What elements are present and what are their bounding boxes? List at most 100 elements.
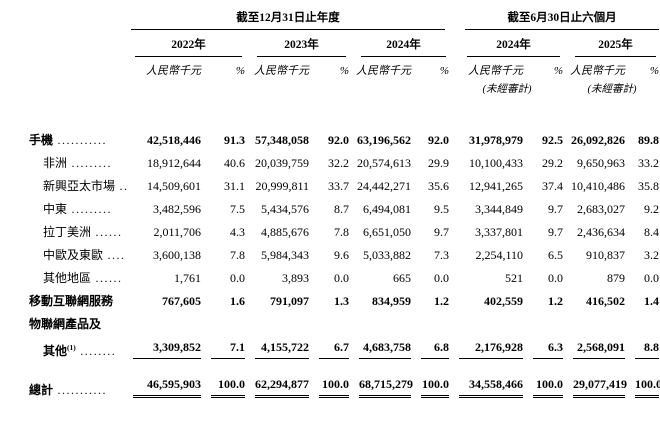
year-col-3: 2024年 <box>450 31 564 57</box>
cell-percent: 31.1 <box>202 175 246 198</box>
cell-percent: 9.7 <box>412 221 450 244</box>
period-group-title: 截至6月30日止六個月 <box>465 11 659 31</box>
cell-percent <box>524 313 564 336</box>
cell-percent: 7.3 <box>412 244 450 267</box>
cell-value: 0.0 <box>230 270 245 285</box>
unit-label-0: 人民幣千元 <box>146 64 201 77</box>
cell-amount: 68,715,279 <box>350 373 413 402</box>
cell-amount: 6,494,081 <box>350 198 412 221</box>
cell-amount: 24,442,271 <box>350 175 412 198</box>
cell-amount: 4,683,758 <box>350 336 412 363</box>
cell-percent: 89.8 <box>626 129 660 152</box>
cell-value: 9.7 <box>548 224 563 239</box>
table-row: 手機 ........... 42,518,446 91.3 57,348,058 92… <box>28 129 660 152</box>
cell-amount: 18,912,644 <box>124 152 202 175</box>
cell-percent: 9.7 <box>524 221 564 244</box>
cell-value: 31.1 <box>224 178 245 193</box>
cell-value: 91.3 <box>224 132 245 147</box>
cell-value: 92.0 <box>428 132 449 147</box>
dot-leader: ........ <box>75 343 117 358</box>
cell-value: 7.3 <box>434 247 449 262</box>
unit-label-3: 人民幣千元 <box>468 64 523 77</box>
row-label-text: 總計 <box>29 382 54 397</box>
cell-percent: 7.8 <box>310 221 350 244</box>
dot-leader: ...... <box>91 270 123 285</box>
cell-percent: 8.8 <box>626 336 660 363</box>
cell-amount: 46,595,903 <box>124 373 202 402</box>
cell-value: 6.5 <box>548 247 563 262</box>
cell-value: 20,574,613 <box>357 155 411 170</box>
cell-value: 1.2 <box>548 293 563 308</box>
cell-amount: 2,254,110 <box>450 244 524 267</box>
table-row: 其他地區 ...... 1,761 0.0 3,893 0.0 665 0.0 521 0.0 8… <box>28 267 660 290</box>
cell-amount: 665 <box>350 267 412 290</box>
table-row: 其他(1) ........ 3,309,852 7.1 4,155,722 6.7 4,… <box>28 336 660 363</box>
dot-leader: .. <box>115 178 129 193</box>
table-row: 總計 ........... 46,595,903 100.0 62,294,877 1… <box>28 373 660 402</box>
cell-value: 0.0 <box>644 270 659 285</box>
cell-value: 767,605 <box>162 293 201 308</box>
cell-value: 910,837 <box>586 247 625 262</box>
dot-leader: ......... <box>67 155 113 170</box>
cell-value: 9,650,963 <box>577 155 625 170</box>
cell-amount <box>124 313 202 336</box>
cell-amount: 3,482,596 <box>124 198 202 221</box>
cell-percent: 100.0 <box>626 373 660 402</box>
cell-percent: 29.9 <box>412 152 450 175</box>
row-label: 其他地區 ...... <box>28 267 124 290</box>
cell-value: 32.2 <box>328 155 349 170</box>
cell-percent: 33.7 <box>310 175 350 198</box>
cell-value: 29.2 <box>542 155 563 170</box>
cell-value: 3,893 <box>282 270 309 285</box>
cell-value: 6.7 <box>319 340 349 359</box>
cell-value: 1.4 <box>644 293 659 308</box>
cell-value: 6.3 <box>533 340 563 359</box>
row-label: 非洲 ......... <box>28 152 124 175</box>
cell-value: 2,568,091 <box>573 340 625 359</box>
cell-amount: 5,984,343 <box>246 244 310 267</box>
cell-value: 3,482,596 <box>153 201 201 216</box>
period-group-title: 截至12月31日止年度 <box>131 11 445 31</box>
cell-value: 89.8 <box>638 132 659 147</box>
cell-percent: 8.7 <box>310 198 350 221</box>
table-row: 物聯網產品及 <box>28 313 660 336</box>
cell-percent: 6.8 <box>412 336 450 363</box>
cell-percent: 100.0 <box>310 373 350 402</box>
cell-value: 2,011,706 <box>153 224 201 239</box>
table-row: 中歐及東歐 .... 3,600,138 7.8 5,984,343 9.6 5,033,… <box>28 244 660 267</box>
percent-label-1: % <box>339 64 349 77</box>
cell-amount: 3,309,852 <box>124 336 202 363</box>
cell-amount: 12,941,265 <box>450 175 524 198</box>
cell-value: 0.0 <box>434 270 449 285</box>
dot-leader: ......... <box>67 201 113 216</box>
cell-value: 63,196,562 <box>357 132 411 147</box>
cell-percent: 33.2 <box>626 152 660 175</box>
cell-percent: 35.8 <box>626 175 660 198</box>
cell-amount: 14,509,601 <box>124 175 202 198</box>
table-header: 截至12月31日止年度 截至6月30日止六個月 2022年 2023年 2024年 202… <box>28 10 660 97</box>
cell-value: 29.9 <box>428 155 449 170</box>
cell-amount: 1,761 <box>124 267 202 290</box>
cell-amount: 57,348,058 <box>246 129 310 152</box>
cell-amount: 3,344,849 <box>450 198 524 221</box>
year-col-4: 2025年 <box>564 31 660 57</box>
cell-percent: 9.2 <box>626 198 660 221</box>
cell-value: 100.0 <box>421 377 449 398</box>
cell-percent: 0.0 <box>524 267 564 290</box>
revenue-breakdown-table: 截至12月31日止年度 截至6月30日止六個月 2022年 2023年 2024年 202… <box>28 10 660 402</box>
cell-percent: 37.4 <box>524 175 564 198</box>
cell-value: 9.6 <box>334 247 349 262</box>
cell-amount: 10,410,486 <box>564 175 626 198</box>
cell-value: 0.0 <box>334 270 349 285</box>
percent-label-2: % <box>439 64 449 77</box>
unaudited-note-1: (未經審計) <box>587 83 637 95</box>
cell-value: 100.0 <box>319 377 349 398</box>
cell-value: 9.7 <box>548 201 563 216</box>
cell-value: 7.1 <box>211 340 245 359</box>
unit-label-4: 人民幣千元 <box>570 64 625 77</box>
cell-amount: 2,683,027 <box>564 198 626 221</box>
table-row: 中東 ......... 3,482,596 7.5 5,434,576 8.7 6,49… <box>28 198 660 221</box>
cell-value: 100.0 <box>635 377 660 398</box>
cell-value: 4,683,758 <box>359 340 411 359</box>
cell-value: 92.0 <box>328 132 349 147</box>
